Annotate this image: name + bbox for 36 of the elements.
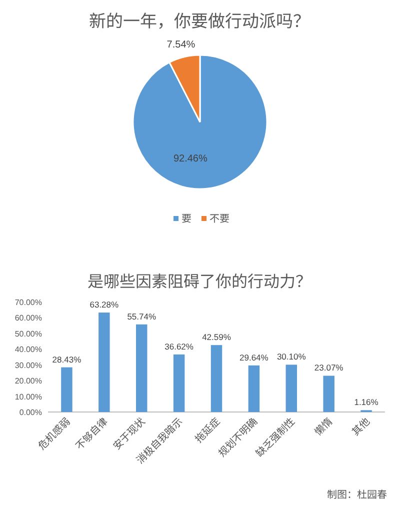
- pie-slice: [132, 54, 268, 190]
- chart-title: 新的一年，你要做行动派吗？: [89, 7, 310, 32]
- y-tick-label: 70.00%: [14, 298, 42, 307]
- data-label: 23.07%: [314, 362, 344, 373]
- text: 制图：杜园春: [327, 486, 387, 501]
- bar: [136, 324, 148, 412]
- data-label: 28.43%: [52, 354, 82, 364]
- y-tick-label: 20.00%: [14, 376, 42, 386]
- x-tick-label: 其他: [348, 414, 372, 438]
- legend-label: 要: [182, 210, 192, 225]
- y-tick-label: 40.00%: [14, 345, 42, 354]
- x-tick-label: 懒惰: [310, 414, 335, 438]
- data-label: 30.10%: [276, 352, 306, 362]
- chart-title: 是哪些因素阻碍了你的行动力？: [87, 268, 312, 292]
- bar: [61, 367, 72, 412]
- data-label: 55.74%: [127, 311, 156, 322]
- y-tick-label: 60.00%: [14, 314, 42, 323]
- bar: [98, 312, 110, 412]
- data-label: 63.28%: [90, 300, 120, 310]
- data-label: 7.54%: [166, 39, 196, 50]
- x-tick-label: 不够自律: [71, 414, 110, 452]
- data-label: 92.46%: [173, 154, 208, 165]
- bar: [286, 364, 298, 412]
- y-tick-label: 30.00%: [14, 360, 42, 370]
- bar: [248, 365, 260, 412]
- x-tick-label: 拖延症: [190, 414, 223, 446]
- bar: [210, 345, 222, 412]
- legend-label: 不要: [210, 210, 230, 225]
- data-label: 1.16%: [354, 397, 379, 408]
- data-label: 29.64%: [240, 352, 269, 362]
- y-tick-label: 50.00%: [14, 329, 42, 338]
- y-tick-label: 10.00%: [14, 392, 42, 402]
- data-label: 42.59%: [202, 332, 232, 342]
- bar: [173, 354, 185, 412]
- bar: [323, 376, 334, 412]
- data-label: 36.62%: [164, 341, 194, 352]
